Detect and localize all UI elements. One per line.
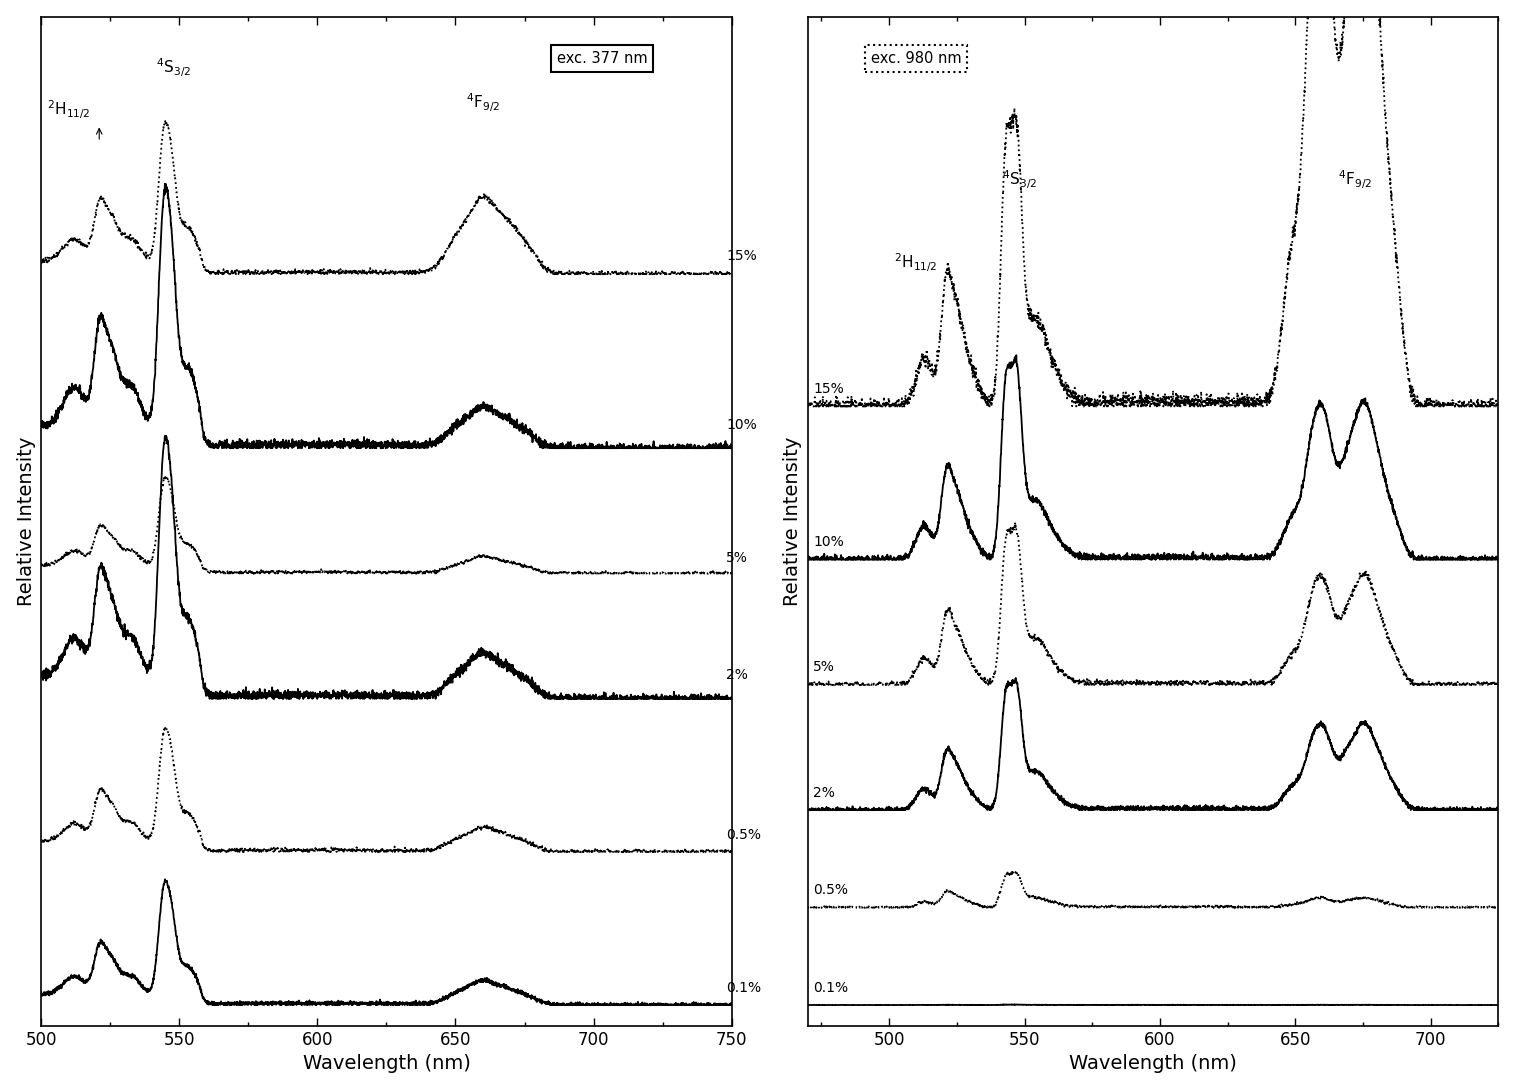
X-axis label: Wavelength (nm): Wavelength (nm): [1070, 1054, 1238, 1074]
Text: $^4$F$_{9/2}$: $^4$F$_{9/2}$: [1338, 168, 1373, 191]
Text: 5%: 5%: [726, 552, 748, 566]
Text: 0.1%: 0.1%: [726, 981, 761, 995]
Text: 2%: 2%: [814, 786, 835, 800]
Y-axis label: Relative Intensity: Relative Intensity: [17, 437, 36, 606]
Text: 0.5%: 0.5%: [814, 883, 848, 897]
Text: $^4$F$_{9/2}$: $^4$F$_{9/2}$: [467, 92, 500, 114]
Text: 2%: 2%: [726, 668, 748, 682]
Text: 0.5%: 0.5%: [726, 828, 761, 843]
Text: $^4$S$_{3/2}$: $^4$S$_{3/2}$: [1001, 168, 1036, 191]
Text: 0.1%: 0.1%: [814, 981, 848, 994]
Text: 15%: 15%: [726, 250, 758, 263]
Text: 15%: 15%: [814, 382, 844, 396]
Text: $^2$H$_{11/2}$: $^2$H$_{11/2}$: [47, 98, 91, 121]
Text: $^2$H$_{11/2}$: $^2$H$_{11/2}$: [894, 252, 938, 275]
Y-axis label: Relative Intensity: Relative Intensity: [783, 437, 803, 606]
X-axis label: Wavelength (nm): Wavelength (nm): [303, 1054, 470, 1074]
Text: 5%: 5%: [814, 661, 835, 675]
Text: exc. 377 nm: exc. 377 nm: [556, 51, 647, 65]
Text: exc. 980 nm: exc. 980 nm: [871, 51, 962, 65]
Text: 10%: 10%: [814, 535, 844, 549]
Text: 10%: 10%: [726, 417, 758, 432]
Text: $^4$S$_{3/2}$: $^4$S$_{3/2}$: [156, 57, 191, 80]
